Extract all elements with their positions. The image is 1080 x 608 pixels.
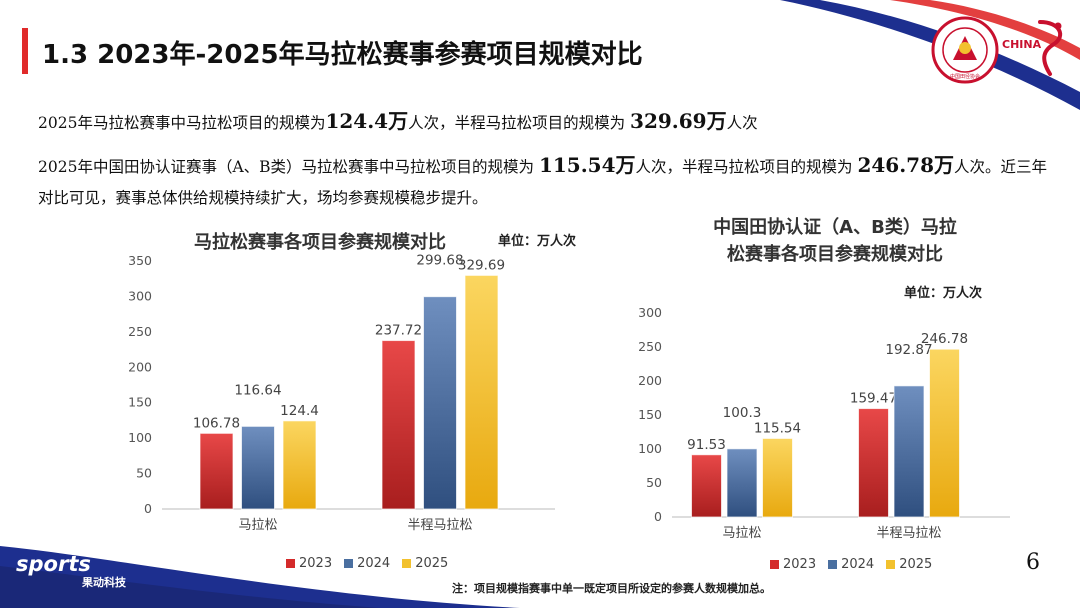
chart1-y-tick-label: 50 [136,466,152,481]
china-logo-text: CHINA [1002,38,1042,51]
chart1-y-tick-label: 300 [128,288,152,303]
chart2-y-tick-label: 100 [638,441,662,456]
bottom-decoration [0,546,520,608]
chart1-category-label: 马拉松 [238,518,277,533]
chart2-y-tick-label: 300 [638,305,662,320]
chart2-category-label: 半程马拉松 [876,526,941,541]
chart2-category-label: 马拉松 [722,526,761,541]
chart2-data-label: 100.3 [723,405,762,421]
chart2-bar-2023-2 [858,408,889,518]
chart1-y-tick-label: 200 [128,359,152,374]
chart1-legend: 2023 2024 2025 [286,556,448,571]
chart1-y-tick-label: 0 [144,501,152,516]
chart1-data-label: 116.64 [234,382,281,398]
chart1-bar-2025-1 [282,420,317,510]
legend-item-2025: 2025 [402,556,448,571]
chart1-bar-2024-1 [241,425,275,510]
chart2-unit: 单位：万人次 [904,286,983,301]
chart1-bar-2024-2 [423,296,457,510]
sports-brand-logo: sports 果动科技 [16,552,126,590]
chart2-data-label: 115.54 [754,420,801,436]
chart2-y-tick-label: 150 [638,407,662,422]
chart2-data-label: 159.47 [850,391,897,407]
chart2-bar-2025-2 [929,348,960,518]
chart2-legend: 2023 2024 2025 [770,557,932,572]
top-right-decoration [780,0,1080,110]
legend-item-2025: 2025 [886,557,932,572]
chart2-y-tick-label: 50 [646,475,662,490]
chart2-title-line2: 松赛事各项目参赛规模对比 [727,244,943,265]
chart1-data-label: 329.69 [458,257,505,273]
page-title: 1.3 2023年-2025年马拉松赛事参赛项目规模对比 [42,40,643,70]
athletics-association-emblem: 中国田径协会 [931,16,999,84]
brand-sub-text: 果动科技 [82,576,126,589]
chart2-bar-2024-1 [726,448,758,518]
chart1-title: 马拉松赛事各项目参赛规模对比 [194,232,446,253]
china-athletics-logo: CHINA [1002,20,1063,76]
chart2-bar-2023-1 [691,454,722,518]
legend-item-2024: 2024 [344,556,390,571]
chart2-data-label: 192.87 [885,342,932,358]
brand-logo-text: sports [16,552,91,576]
chart2-title-line1: 中国田协认证（A、B类）马拉 [713,217,957,238]
chart1-category-label: 半程马拉松 [407,518,472,533]
chart1-bar-2023-1 [199,432,234,510]
summary-paragraph-1: 2025年马拉松赛事中马拉松项目的规模为124.4万人次，半程马拉松项目的规模为… [38,109,758,133]
chart1-bar-2025-2 [464,274,499,510]
chart2-y-tick-label: 0 [654,509,662,524]
chart1-data-label: 299.68 [416,253,463,269]
chart2-bar-2025-1 [762,437,793,518]
chart1-data-label: 237.72 [375,323,422,339]
chart2-data-label: 91.53 [687,437,726,453]
chart1-data-label: 106.78 [193,415,240,431]
chart1-y-tick-label: 150 [128,395,152,410]
chart2-y-tick-label: 250 [638,339,662,354]
chart1-y-tick-label: 100 [128,430,152,445]
chart2-bar-2024-2 [893,385,925,518]
chart1-y-tick-label: 250 [128,324,152,339]
chart1-unit: 单位：万人次 [498,234,577,249]
page-number: 6 [1026,550,1040,575]
chart2-y-tick-label: 200 [638,373,662,388]
chart2-data-label: 246.78 [921,331,968,347]
chart1-bar-2023-2 [381,340,416,510]
legend-item-2023: 2023 [770,557,816,572]
summary-paragraph-2: 2025年中国田协认证赛事（A、B类）马拉松赛事中马拉松项目的规模为 115.5… [38,153,1048,207]
title-accent-bar [22,28,28,74]
emblem-cn-text: 中国田径协会 [950,73,980,80]
chart2-title: 中国田协认证（A、B类）马拉 松赛事各项目参赛规模对比 [640,214,1030,268]
legend-item-2024: 2024 [828,557,874,572]
legend-item-2023: 2023 [286,556,332,571]
footnote: 注：项目规模指赛事中单一既定项目所设定的参赛人数规模加总。 [452,582,771,595]
chart1-y-tick-label: 350 [128,253,152,268]
chart1-data-label: 124.4 [280,403,319,419]
